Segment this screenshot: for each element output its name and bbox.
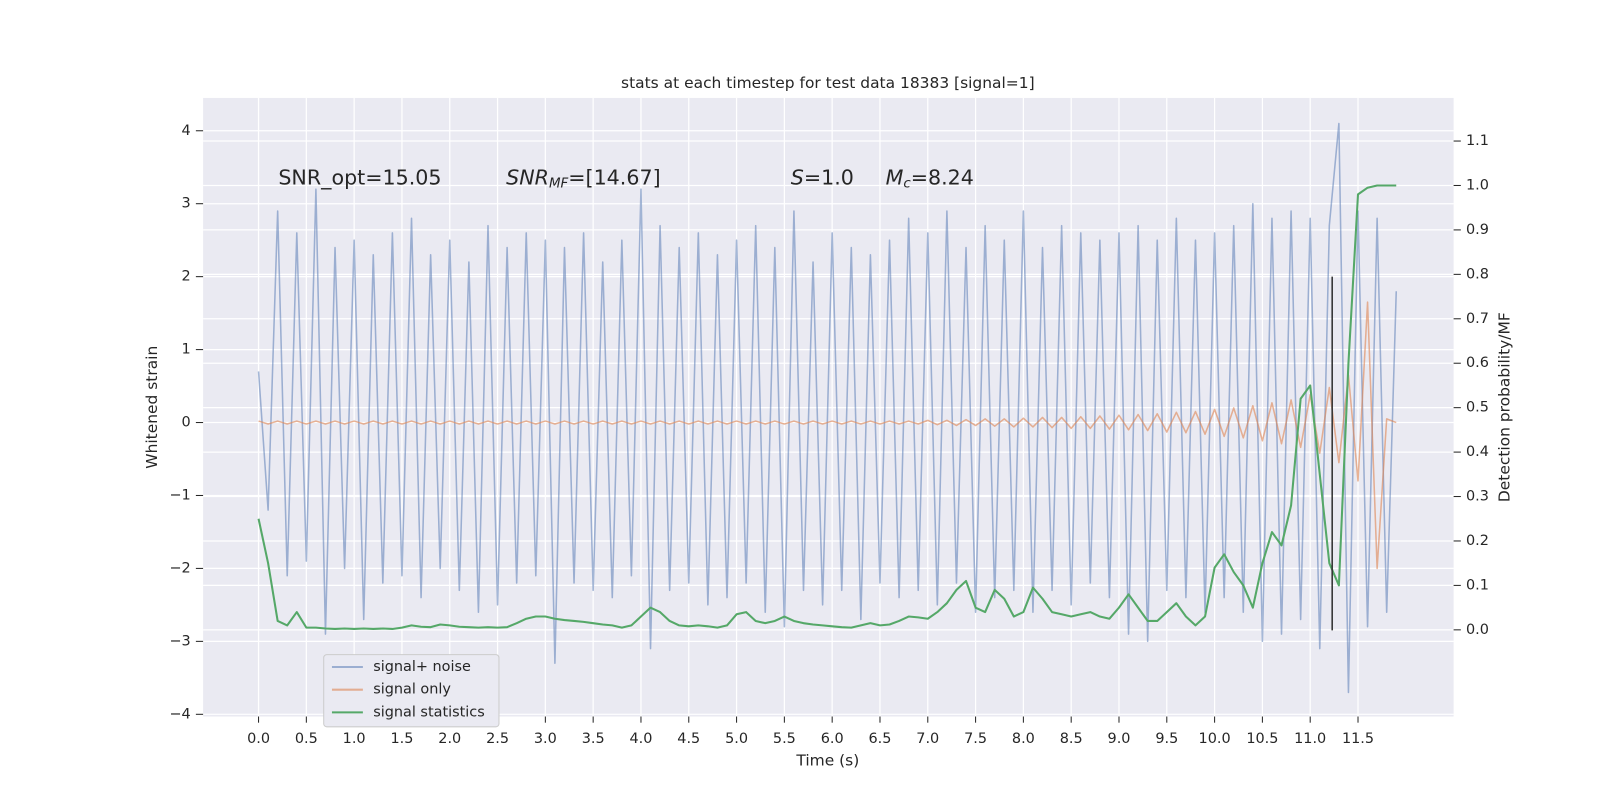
x-tick-label: 1.5 <box>390 731 413 747</box>
y-tick-label: 2 <box>182 269 191 285</box>
x-tick-label: 11.5 <box>1342 731 1374 747</box>
x-tick-label: 6.5 <box>869 731 892 747</box>
y2-tick-label: 0.5 <box>1466 400 1489 416</box>
annotation-part: MF <box>549 177 569 192</box>
x-tick-label: 10.5 <box>1246 731 1278 747</box>
legend-box <box>323 654 500 728</box>
y-tick-label: −2 <box>169 560 190 576</box>
series-line <box>257 122 1398 694</box>
annotation-part: c <box>903 177 911 192</box>
annotation-part: =[14.67] <box>568 165 660 189</box>
x-tick-label: 4.5 <box>677 731 700 747</box>
marks <box>257 122 1398 694</box>
x-tick-label: 2.0 <box>438 731 461 747</box>
annotation-part: =8.24 <box>911 165 974 189</box>
x-tick-label: 3.0 <box>534 731 557 747</box>
x-tick-label: 7.0 <box>916 731 939 747</box>
series-line <box>258 301 1397 570</box>
legend-label: signal only <box>373 682 451 698</box>
y-tick-label: −1 <box>169 487 190 503</box>
y2-axis-label: Detection probability/MF <box>1496 312 1514 502</box>
y2-tick-label: 0.8 <box>1466 266 1489 282</box>
annotation: SNRMF=[14.67] <box>506 165 660 191</box>
annotation-part: SNR_opt=15.05 <box>278 165 441 190</box>
x-tick-label: 9.5 <box>1155 731 1178 747</box>
x-tick-label: 5.0 <box>725 731 748 747</box>
y-tick-label: 3 <box>182 196 191 212</box>
y-tick-label: −4 <box>169 706 190 722</box>
y2-tick-label: 0.9 <box>1466 222 1489 238</box>
x-tick-label: 8.0 <box>1012 731 1035 747</box>
y-tick-label: 1 <box>182 342 191 358</box>
x-tick-label: 3.5 <box>582 731 605 747</box>
y2-tick-label: 0.3 <box>1466 489 1489 505</box>
y2-tick-label: 0.4 <box>1466 444 1489 460</box>
y2-tick-label: 1.0 <box>1466 177 1489 193</box>
annotation-part: SNR <box>506 165 549 189</box>
legend-label: signal+ noise <box>373 659 471 675</box>
annotation: S=1.0 <box>791 165 854 189</box>
x-tick-label: 6.0 <box>821 731 844 747</box>
x-tick-label: 7.5 <box>964 731 987 747</box>
x-tick-label: 5.5 <box>773 731 796 747</box>
x-tick-label: 11.0 <box>1294 731 1326 747</box>
y-tick-label: −3 <box>169 633 190 649</box>
y2-tick-label: 1.1 <box>1466 133 1489 149</box>
y2-tick-label: 0.7 <box>1466 311 1489 327</box>
y2-tick-label: 0.0 <box>1466 622 1489 638</box>
x-tick-label: 1.0 <box>343 731 366 747</box>
annotation-part: M <box>886 165 904 189</box>
x-tick-label: 8.5 <box>1060 731 1083 747</box>
y-tick-label: 0 <box>182 415 191 431</box>
y2-tick-label: 0.1 <box>1466 577 1489 593</box>
x-tick-label: 4.0 <box>629 731 652 747</box>
annotation: Mc=8.24 <box>886 165 974 191</box>
chart-title: stats at each timestep for test data 183… <box>621 74 1035 92</box>
y-axis-label: Whitened strain <box>143 346 161 469</box>
x-tick-label: 0.5 <box>295 731 318 747</box>
x-tick-label: 2.5 <box>486 731 509 747</box>
series-line <box>257 184 1397 630</box>
y2-tick-label: 0.6 <box>1466 355 1489 371</box>
annotation-part: S <box>791 165 804 189</box>
x-axis-label: Time (s) <box>795 751 859 769</box>
x-tick-label: 10.0 <box>1199 731 1231 747</box>
annotation: SNR_opt=15.05 <box>278 165 441 190</box>
annotation-part: =1.0 <box>804 165 854 189</box>
legend-label: signal statistics <box>373 704 485 720</box>
x-tick-label: 0.0 <box>247 731 270 747</box>
y-tick-label: 4 <box>182 123 191 139</box>
x-tick-label: 9.0 <box>1108 731 1131 747</box>
y2-tick-label: 0.2 <box>1466 533 1489 549</box>
